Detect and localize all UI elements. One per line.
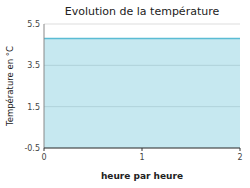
y-axis-line — [44, 24, 45, 148]
x-tick-label: 1 — [139, 153, 144, 162]
plot-area — [44, 38, 240, 148]
y-axis-label: Température en °C — [5, 46, 15, 127]
line — [44, 38, 240, 40]
y-tick-label: 5.5 — [27, 20, 40, 29]
area — [44, 38, 240, 148]
x-tick — [44, 148, 45, 151]
x-tick-label: 0 — [41, 153, 46, 162]
chart-container: Evolution de la température -0.5 1.5 3.5 5.5… — [0, 0, 250, 188]
x-tick — [142, 148, 143, 151]
title: Evolution de la température — [65, 5, 220, 18]
x-axis-label: heure par heure — [101, 171, 183, 181]
y-tick-label: 3.5 — [27, 61, 40, 70]
grid-line — [44, 24, 240, 25]
y-tick-label: -0.5 — [24, 144, 40, 153]
x-tick-label: 2 — [237, 153, 242, 162]
chart: Evolution de la température -0.5 1.5 3.5 5.5… — [0, 0, 250, 188]
x-tick — [240, 148, 241, 151]
y-tick-label: 1.5 — [27, 103, 40, 112]
